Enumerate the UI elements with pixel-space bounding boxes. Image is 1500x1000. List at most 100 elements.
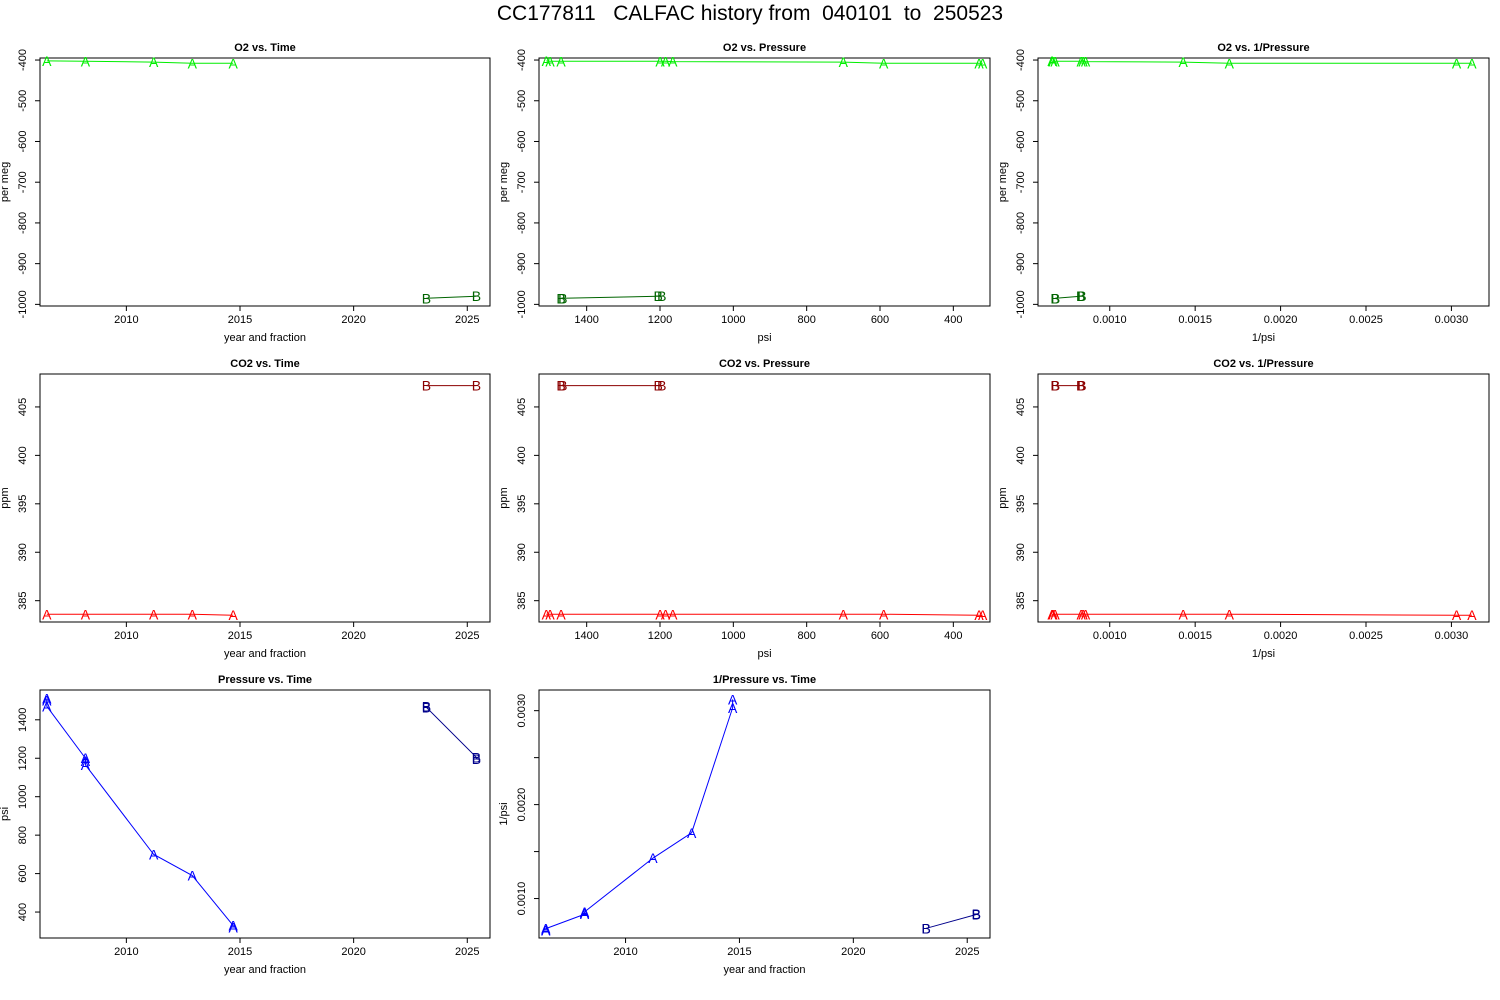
point-A: A (42, 698, 52, 714)
point-A: A (542, 606, 552, 622)
point-A: A (668, 606, 678, 622)
y-tick-label: -700 (1015, 171, 1027, 193)
series-line-A (546, 613, 983, 616)
point-A: A (229, 919, 239, 935)
point-A: A (541, 921, 551, 937)
x-tick-label: 2010 (613, 946, 637, 958)
plot-6: CO2 vs. 1/Pressure 0.0010 0.0015 0.0020 0.00… (997, 358, 1490, 660)
y-tick-label: 600 (17, 864, 29, 882)
y-tick-label: 400 (516, 446, 528, 464)
y-tick-label: 385 (1015, 592, 1027, 610)
y-axis-label: ppm (997, 487, 1009, 508)
x-axis-label: year and fraction (224, 332, 306, 344)
point-A: A (1050, 606, 1060, 622)
x-tick-label: 0.0030 (1435, 314, 1469, 326)
y-tick-label: -700 (516, 171, 528, 193)
point-A: A (648, 850, 658, 866)
series-line-B (561, 295, 662, 299)
point-A: A (188, 606, 198, 622)
x-tick-label: 2020 (341, 946, 365, 958)
point-A: A (974, 55, 984, 71)
point-A: A (229, 918, 239, 934)
x-tick-label: 0.0030 (1435, 630, 1469, 642)
plot-title: CO2 vs. Time (230, 358, 300, 370)
point-B: B (972, 907, 981, 923)
y-tick-label: -700 (17, 171, 29, 193)
y-tick-label: -800 (1015, 212, 1027, 234)
y-tick-label: 395 (17, 495, 29, 513)
point-A: A (81, 757, 91, 773)
y-tick-label: 405 (17, 398, 29, 416)
y-tick-label: -1000 (17, 290, 29, 318)
point-B: B (657, 378, 666, 394)
y-tick-label: 0.0010 (516, 882, 528, 916)
plot-frame (39, 373, 491, 623)
y-tick-label: -900 (1015, 253, 1027, 275)
point-B: B (422, 378, 431, 394)
y-tick-label: -400 (516, 49, 528, 71)
point-A: A (1452, 55, 1462, 71)
y-axis-label: 1/psi (498, 802, 510, 825)
point-A: A (661, 606, 671, 622)
point-A: A (580, 906, 590, 922)
x-tick-label: 2010 (114, 630, 138, 642)
x-axis-label: psi (757, 332, 771, 344)
x-tick-label: 800 (797, 630, 815, 642)
point-A: A (81, 53, 91, 69)
x-tick-label: 1200 (648, 314, 672, 326)
point-A: A (668, 54, 678, 70)
point-A: A (655, 53, 665, 69)
x-axis-label: year and fraction (724, 964, 806, 976)
point-A: A (1081, 54, 1091, 70)
point-A: A (42, 691, 52, 707)
x-tick-label: 1400 (574, 314, 598, 326)
y-tick-label: -1000 (516, 290, 528, 318)
y-tick-label: 1400 (17, 708, 29, 732)
x-axis-label: 1/psi (1252, 332, 1275, 344)
point-B: B (556, 378, 565, 394)
x-tick-label: 0.0015 (1178, 314, 1212, 326)
point-B: B (653, 378, 662, 394)
y-tick-label: -800 (516, 212, 528, 234)
point-A: A (545, 606, 555, 622)
x-tick-label: 1000 (721, 630, 745, 642)
y-axis-label: per meg (997, 162, 1009, 202)
point-A: A (1077, 53, 1087, 69)
point-A: A (978, 55, 988, 71)
point-A: A (149, 846, 159, 862)
point-A: A (1047, 606, 1057, 622)
y-axis-label: per meg (0, 162, 11, 202)
point-B: B (653, 288, 662, 304)
x-axis-label: 1/psi (1252, 648, 1275, 660)
plot-1: O2 vs. Time 2010 2015 2020 2025 -400 -500 -600 -… (0, 42, 491, 344)
point-B: B (1051, 378, 1060, 394)
point-A: A (1048, 53, 1058, 69)
point-A: A (1077, 606, 1087, 622)
y-axis-label: psi (0, 807, 11, 821)
plot-frame (1037, 373, 1490, 623)
plot-8: 1/Pressure vs. Time 2010 2015 2020 2025 0.001… (498, 674, 991, 976)
x-tick-label: 2015 (228, 946, 252, 958)
point-B: B (1077, 288, 1086, 304)
y-tick-label: 0.0020 (516, 788, 528, 822)
y-tick-label: 395 (1015, 495, 1027, 513)
point-A: A (1078, 53, 1088, 69)
plot-frame (538, 689, 991, 939)
point-B: B (472, 288, 481, 304)
point-A: A (1081, 606, 1091, 622)
y-tick-label: -900 (17, 253, 29, 275)
x-tick-label: 2015 (228, 630, 252, 642)
x-tick-label: 2025 (455, 946, 479, 958)
point-A: A (1467, 55, 1477, 71)
series-line-B (426, 295, 477, 299)
y-tick-label: 385 (17, 592, 29, 610)
plot-title: O2 vs. Time (234, 42, 296, 54)
plot-title: CO2 vs. Pressure (719, 358, 810, 370)
x-tick-label: 0.0025 (1349, 630, 1383, 642)
y-tick-label: 405 (516, 398, 528, 416)
point-A: A (1078, 606, 1088, 622)
point-A: A (728, 691, 738, 707)
series-line-A (1051, 60, 1472, 64)
y-axis-label: ppm (498, 487, 510, 508)
x-tick-label: 400 (944, 630, 962, 642)
